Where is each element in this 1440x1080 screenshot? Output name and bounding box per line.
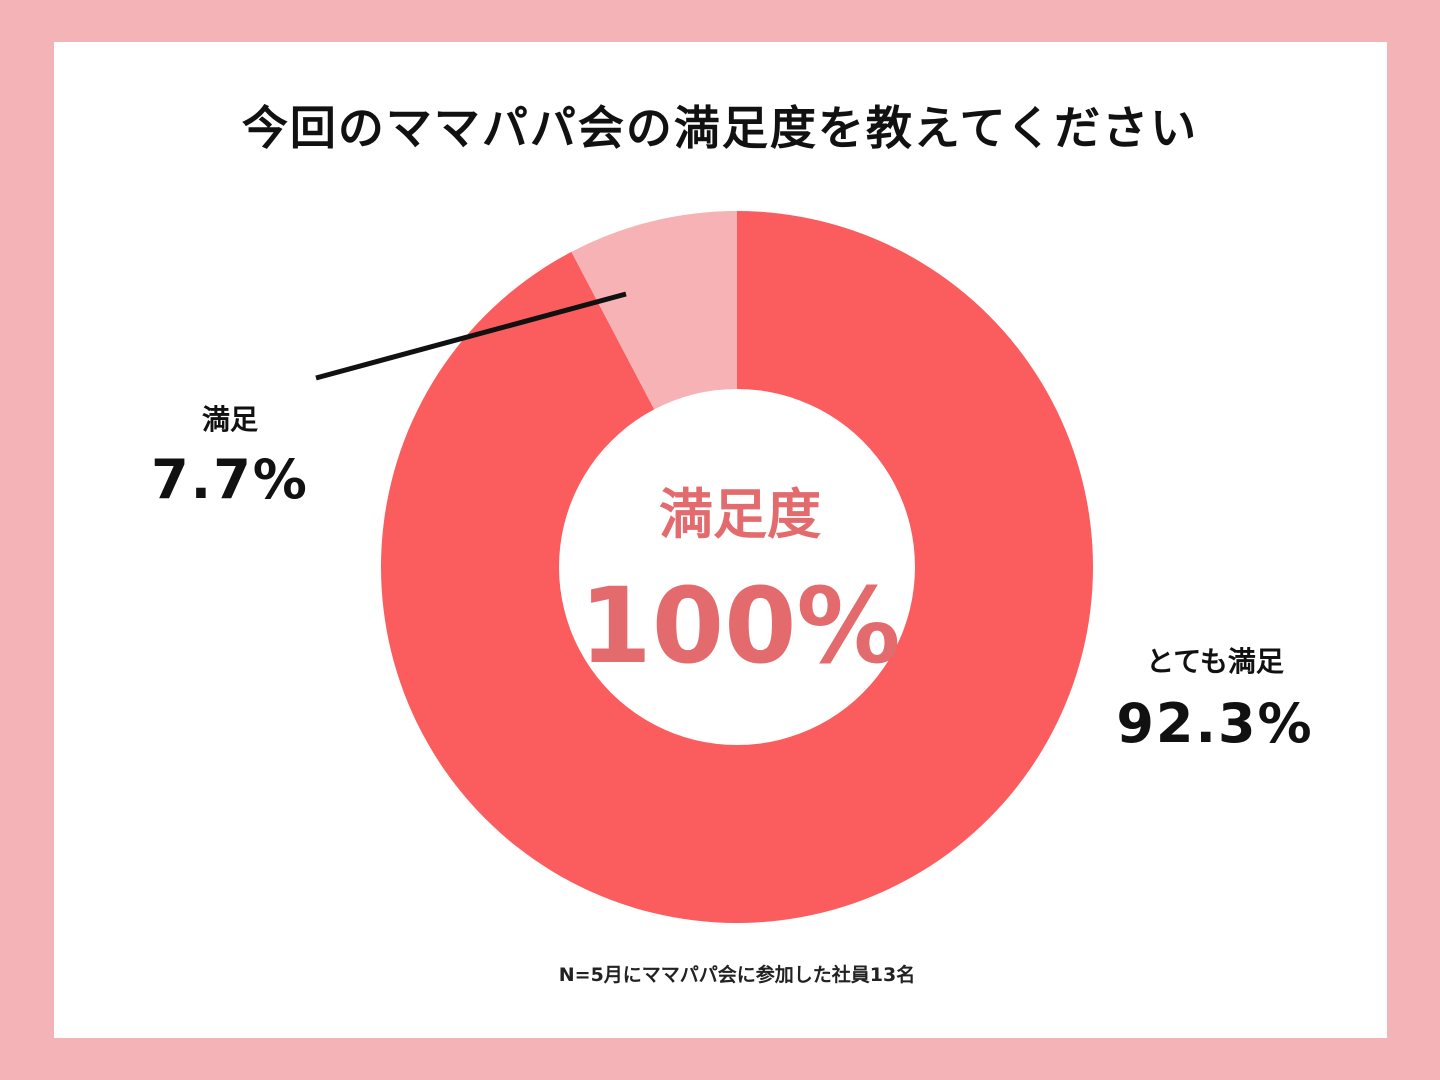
slice-label-satisfied: 満足 7.7% xyxy=(130,398,330,511)
sample-note: N=5月にママパパ会に参加した社員13名 xyxy=(558,964,916,986)
chart-title: 今回のママパパ会の満足度を教えてください xyxy=(241,101,1199,155)
center-value: 100% xyxy=(579,565,901,687)
slice-value-very-satisfied: 92.3% xyxy=(1116,692,1314,755)
slice-very-satisfied xyxy=(380,211,1093,924)
slice-value-satisfied: 7.7% xyxy=(151,448,309,511)
slice-satisfied xyxy=(571,211,737,410)
slice-name-satisfied: 満足 xyxy=(201,403,258,436)
leader-line xyxy=(315,291,627,381)
slice-name-very-satisfied: とても満足 xyxy=(1146,645,1284,678)
center-label: 満足度 xyxy=(659,483,821,546)
slice-label-very-satisfied: とても満足 92.3% xyxy=(1105,640,1325,755)
